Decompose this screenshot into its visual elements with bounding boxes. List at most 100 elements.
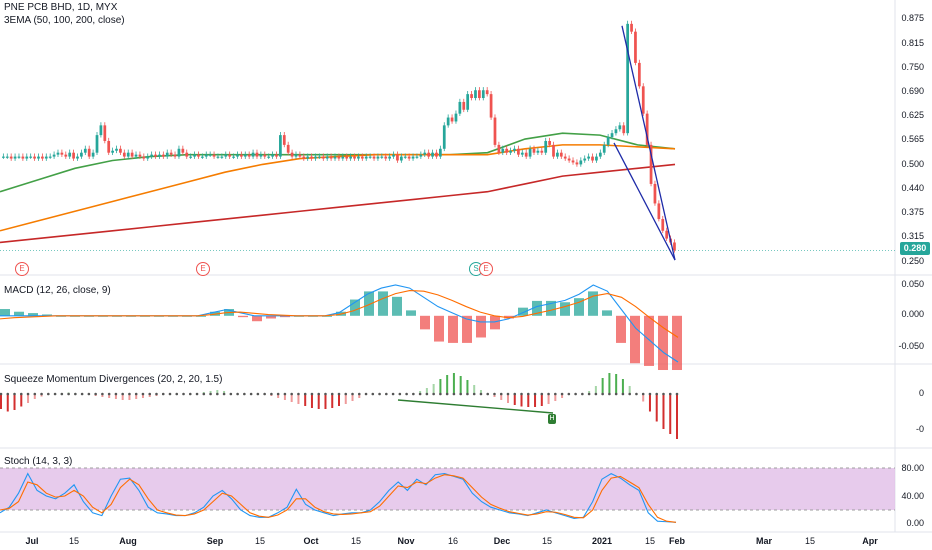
candle bbox=[368, 156, 372, 158]
squeeze-dot bbox=[526, 392, 530, 396]
candle bbox=[294, 154, 298, 157]
candle bbox=[193, 154, 196, 157]
squeeze-dot bbox=[567, 392, 571, 396]
candle bbox=[333, 156, 337, 159]
squeeze-bar bbox=[135, 394, 138, 399]
squeeze-dot bbox=[19, 392, 23, 396]
candle bbox=[95, 135, 99, 153]
candle bbox=[282, 135, 286, 145]
candle bbox=[44, 156, 48, 159]
macd-title: MACD (12, 26, close, 9) bbox=[4, 285, 111, 296]
squeeze-dot bbox=[324, 392, 327, 396]
candle bbox=[21, 156, 25, 159]
squeeze-tick: 0 bbox=[918, 388, 924, 398]
squeeze-bar bbox=[615, 374, 618, 394]
squeeze-dot bbox=[351, 392, 354, 396]
divergence-badge[interactable]: H bbox=[548, 414, 556, 424]
squeeze-dot bbox=[675, 392, 679, 396]
candle bbox=[388, 156, 392, 159]
candle bbox=[111, 150, 114, 153]
earnings-event-marker[interactable]: E bbox=[479, 262, 493, 276]
squeeze-bar bbox=[108, 394, 111, 398]
candle bbox=[181, 148, 185, 153]
squeeze-dot bbox=[236, 392, 239, 396]
squeeze-bar bbox=[452, 373, 455, 394]
squeeze-dot bbox=[168, 392, 172, 396]
squeeze-bar bbox=[621, 379, 624, 394]
candle bbox=[657, 203, 661, 220]
candle bbox=[396, 154, 399, 161]
macd-histogram-bar bbox=[574, 298, 584, 316]
candle bbox=[575, 162, 579, 165]
candle bbox=[458, 101, 462, 114]
squeeze-dot bbox=[60, 392, 64, 396]
signal-line bbox=[0, 289, 679, 338]
wedge-line-lower bbox=[613, 142, 676, 261]
squeeze-dot bbox=[67, 392, 70, 396]
candle bbox=[224, 154, 228, 157]
squeeze-bar bbox=[141, 394, 144, 398]
candle bbox=[122, 152, 126, 157]
squeeze-bar bbox=[628, 386, 631, 394]
candle bbox=[263, 154, 267, 157]
squeeze-dot bbox=[337, 392, 341, 396]
squeeze-dot bbox=[378, 392, 381, 396]
candle bbox=[318, 156, 321, 158]
squeeze-bar bbox=[466, 380, 469, 394]
candle bbox=[587, 156, 590, 159]
candle bbox=[591, 156, 594, 161]
squeeze-bar bbox=[425, 388, 428, 394]
candle bbox=[220, 156, 224, 158]
candle bbox=[626, 23, 630, 134]
squeeze-bar bbox=[655, 394, 658, 422]
macd-histogram-bar bbox=[28, 313, 38, 316]
squeeze-dot bbox=[479, 392, 483, 396]
macd-histogram-bar bbox=[602, 310, 612, 316]
candle bbox=[563, 156, 567, 159]
squeeze-bar bbox=[6, 394, 9, 412]
time-tick: 15 bbox=[350, 536, 362, 546]
candle bbox=[251, 152, 255, 157]
candle bbox=[165, 152, 169, 157]
squeeze-dot bbox=[94, 392, 97, 396]
squeeze-dot bbox=[601, 392, 604, 396]
candle bbox=[259, 154, 263, 157]
candle bbox=[158, 154, 161, 157]
candle bbox=[403, 156, 407, 158]
macd-histogram-bar bbox=[518, 307, 528, 316]
candle bbox=[497, 144, 501, 153]
squeeze-dot bbox=[53, 392, 57, 396]
divergence-line bbox=[397, 399, 554, 414]
wedge-line-upper bbox=[621, 25, 676, 261]
earnings-event-marker[interactable]: E bbox=[15, 262, 29, 276]
candle bbox=[524, 152, 528, 157]
candle bbox=[415, 156, 419, 158]
macd-histogram-bar bbox=[364, 291, 374, 316]
price-tick: 0.815 bbox=[901, 38, 924, 48]
squeeze-dot bbox=[222, 392, 226, 396]
candle bbox=[302, 156, 306, 159]
squeeze-bar bbox=[13, 394, 16, 410]
time-tick: 15 bbox=[644, 536, 656, 546]
candle bbox=[341, 156, 345, 159]
squeeze-bar bbox=[290, 394, 293, 402]
candle bbox=[243, 154, 247, 157]
candle bbox=[9, 156, 13, 159]
squeeze-dot bbox=[357, 392, 361, 396]
squeeze-tick: -0 bbox=[915, 424, 924, 434]
candle bbox=[255, 152, 259, 157]
squeeze-bar bbox=[223, 391, 226, 394]
candle bbox=[353, 156, 356, 159]
squeeze-bar bbox=[561, 394, 564, 398]
squeeze-dot bbox=[499, 392, 503, 396]
squeeze-bar bbox=[554, 394, 557, 401]
squeeze-bar bbox=[676, 394, 678, 439]
candle bbox=[595, 156, 598, 161]
candle bbox=[372, 156, 376, 159]
squeeze-bar bbox=[608, 373, 611, 394]
price-tick: 0.690 bbox=[901, 86, 924, 96]
squeeze-dot bbox=[621, 392, 625, 396]
price-tick: 0.250 bbox=[901, 256, 924, 266]
earnings-event-marker[interactable]: E bbox=[196, 262, 210, 276]
